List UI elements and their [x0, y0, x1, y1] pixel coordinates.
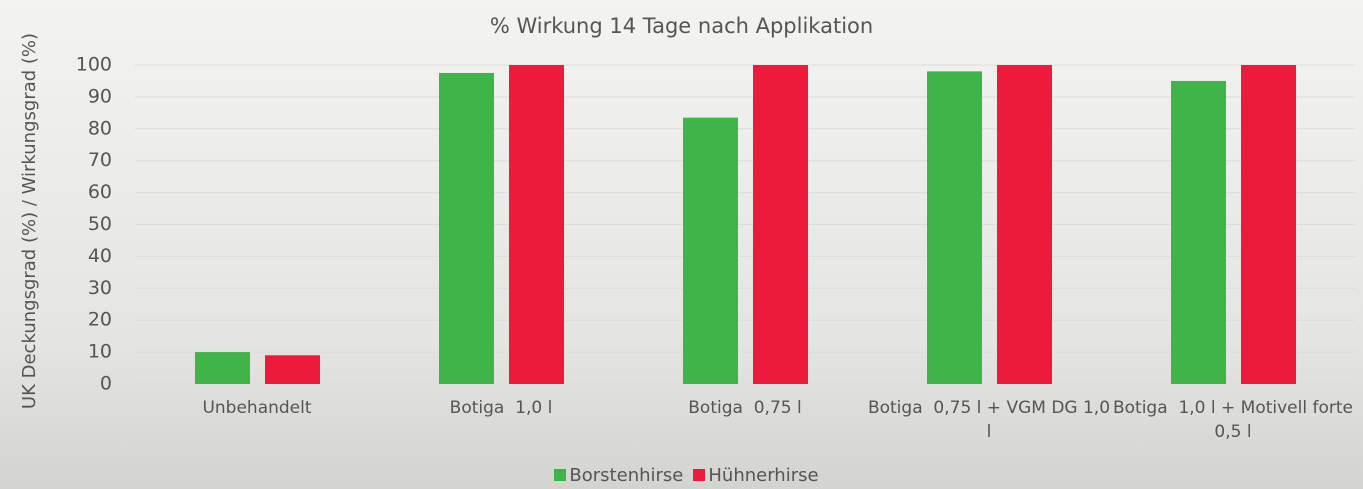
bar	[509, 65, 564, 384]
bar	[265, 355, 320, 384]
y-tick-label: 80	[88, 117, 112, 139]
legend-swatch	[693, 469, 706, 481]
bar	[195, 352, 250, 384]
bar	[753, 65, 808, 384]
x-tick-label: Unbehandelt	[202, 398, 312, 418]
bar	[927, 71, 982, 384]
chart-title: % Wirkung 14 Tage nach Applikation	[489, 14, 874, 38]
bar	[439, 72, 494, 384]
legend-label: Borstenhirse	[569, 465, 684, 486]
y-tick-label: 40	[88, 245, 112, 267]
y-tick-label: 60	[88, 181, 112, 203]
x-tick-label: Botiga 1,0 l + Motivell forte 0,5 l	[1112, 398, 1359, 442]
bar	[1241, 65, 1296, 384]
y-tick-label: 90	[88, 85, 112, 107]
y-tick-label: 100	[76, 54, 112, 76]
bar	[683, 117, 738, 384]
x-tick-label: Botiga 1,0 l	[449, 398, 553, 418]
y-tick-label: 30	[88, 277, 112, 299]
bar	[1171, 80, 1226, 384]
legend-label: Hühnerhirse	[708, 465, 819, 486]
y-tick-label: 20	[88, 309, 112, 331]
y-tick-label: 0	[100, 373, 112, 395]
y-tick-label: 10	[88, 341, 112, 363]
x-tick-label: Botiga 0,75 l	[688, 398, 802, 418]
bar	[997, 65, 1052, 384]
y-tick-label: 50	[88, 213, 112, 235]
legend-swatch	[554, 469, 567, 481]
y-tick-label: 70	[88, 149, 112, 171]
x-tick-label: Botiga 0,75 l + VGM DG 1,0 l	[867, 398, 1116, 442]
legend: Borstenhirse Hühnerhirse	[0, 465, 1363, 486]
y-axis-label: UK Deckungsgrad (%) / Wirkungsgrad (%)	[19, 32, 40, 410]
